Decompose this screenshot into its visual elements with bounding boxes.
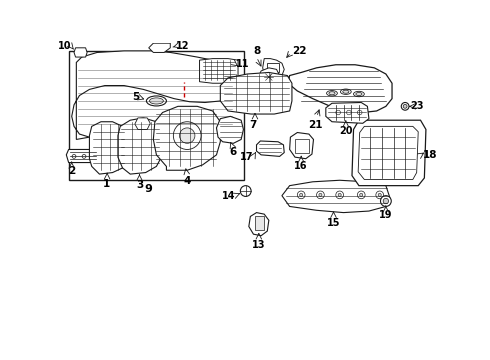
Circle shape [72, 154, 76, 158]
Ellipse shape [341, 89, 351, 94]
Text: 11: 11 [236, 59, 249, 69]
Polygon shape [66, 149, 99, 163]
Circle shape [297, 191, 305, 199]
Circle shape [378, 193, 381, 197]
Polygon shape [149, 43, 171, 53]
Circle shape [173, 122, 201, 149]
Polygon shape [89, 122, 126, 174]
Text: 1: 1 [103, 179, 110, 189]
Text: 20: 20 [339, 126, 353, 136]
Circle shape [300, 193, 303, 197]
Circle shape [240, 186, 251, 197]
Circle shape [360, 193, 363, 197]
Circle shape [319, 193, 322, 197]
Text: 14: 14 [222, 191, 236, 201]
Circle shape [346, 110, 351, 115]
Circle shape [357, 110, 362, 115]
Text: 23: 23 [411, 101, 424, 111]
Ellipse shape [356, 93, 362, 95]
Bar [69, 51, 244, 180]
Circle shape [357, 191, 365, 199]
Circle shape [91, 154, 95, 158]
Ellipse shape [149, 98, 163, 104]
Polygon shape [217, 116, 244, 143]
Polygon shape [220, 72, 292, 114]
Ellipse shape [354, 91, 365, 97]
Circle shape [383, 198, 389, 204]
Polygon shape [263, 59, 284, 78]
Bar [268, 63, 279, 72]
Text: 3: 3 [136, 180, 143, 190]
Circle shape [338, 193, 341, 197]
Text: 21: 21 [308, 120, 322, 130]
Circle shape [401, 103, 409, 110]
Text: 12: 12 [176, 41, 190, 50]
Polygon shape [352, 120, 426, 186]
Circle shape [336, 110, 341, 115]
Ellipse shape [147, 96, 167, 106]
Text: 6: 6 [230, 147, 237, 157]
Text: 16: 16 [294, 161, 308, 171]
Polygon shape [358, 126, 418, 180]
Ellipse shape [327, 91, 337, 96]
Polygon shape [199, 59, 238, 83]
Text: 22: 22 [292, 46, 306, 56]
Polygon shape [135, 118, 150, 130]
Bar [255, 216, 264, 230]
Text: 8: 8 [253, 45, 260, 55]
Text: 2: 2 [68, 166, 75, 176]
Text: 13: 13 [252, 239, 266, 249]
Polygon shape [118, 118, 163, 174]
Polygon shape [290, 132, 314, 159]
Text: 10: 10 [58, 41, 72, 50]
Text: 9: 9 [145, 184, 153, 194]
Ellipse shape [329, 92, 335, 95]
Bar [295, 139, 309, 153]
Ellipse shape [343, 90, 349, 93]
Polygon shape [257, 141, 284, 156]
Circle shape [336, 191, 343, 199]
Circle shape [317, 191, 324, 199]
Polygon shape [74, 48, 87, 57]
Text: 18: 18 [423, 150, 438, 160]
Polygon shape [288, 65, 392, 112]
Circle shape [179, 128, 195, 143]
Text: 17: 17 [240, 152, 253, 162]
Circle shape [376, 191, 384, 199]
Text: 7: 7 [250, 120, 257, 130]
Polygon shape [326, 103, 369, 123]
Polygon shape [153, 106, 220, 170]
Polygon shape [72, 51, 238, 139]
Circle shape [381, 195, 391, 206]
Circle shape [403, 104, 407, 108]
Text: 15: 15 [327, 218, 340, 228]
Polygon shape [258, 68, 280, 86]
Text: 4: 4 [184, 176, 191, 186]
Circle shape [82, 154, 86, 158]
Text: 19: 19 [379, 210, 392, 220]
Polygon shape [249, 213, 269, 236]
Polygon shape [282, 180, 390, 213]
Text: 5: 5 [132, 92, 140, 102]
